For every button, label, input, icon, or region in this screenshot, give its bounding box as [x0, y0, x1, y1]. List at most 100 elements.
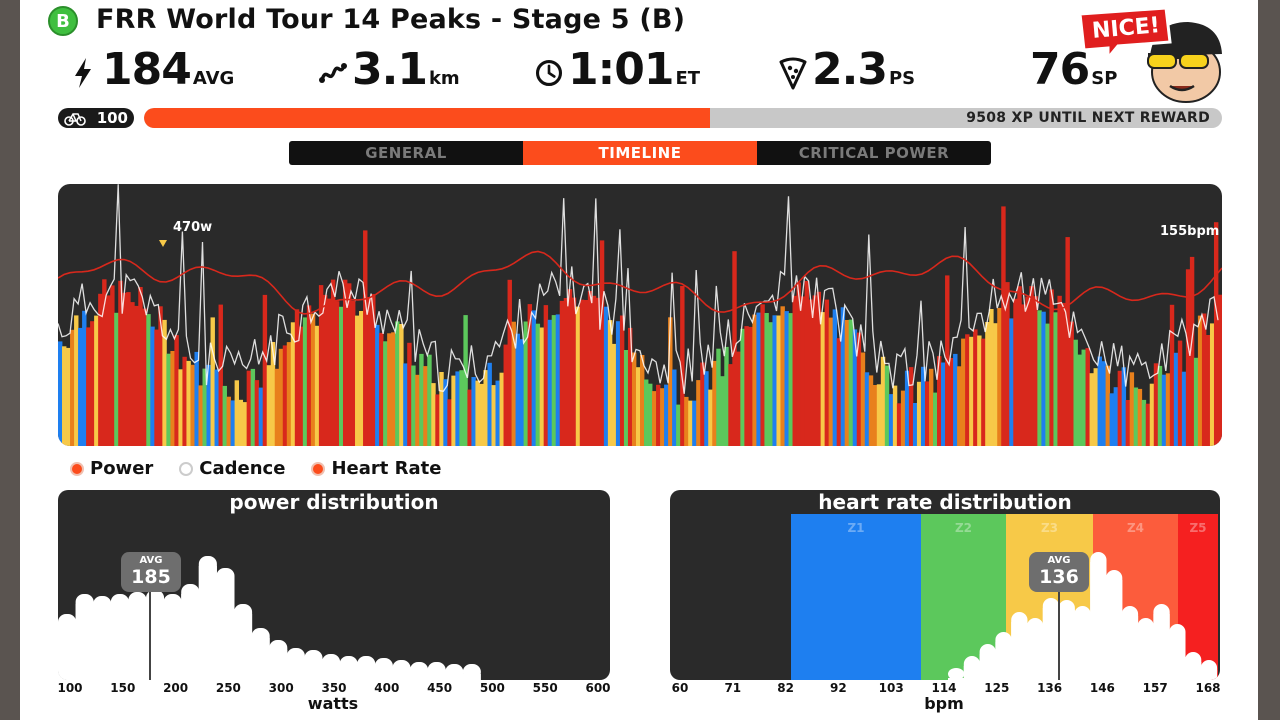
power-bar [748, 326, 753, 446]
power-bar [792, 295, 797, 446]
power-bar [1101, 361, 1106, 446]
pizza-value: 2.3 [812, 44, 888, 95]
sprint-points-unit: SP [1091, 68, 1118, 89]
power-bar [326, 298, 332, 446]
power-bar [1069, 321, 1074, 446]
power-bar [567, 289, 573, 446]
power-bar [619, 315, 625, 446]
power-bar [1189, 256, 1195, 446]
power-bar [1185, 269, 1191, 446]
power-histogram-bar-base [128, 602, 147, 680]
power-bar [226, 396, 231, 446]
power-bar [997, 307, 1002, 446]
power-bar [1089, 373, 1094, 446]
power-bar [1053, 312, 1058, 446]
power-histogram-bar-base [163, 604, 182, 680]
tab-general[interactable]: GENERAL [365, 144, 447, 162]
elapsed-time-stat: 1:01 ET [534, 48, 700, 98]
axis-tick-label: 125 [984, 681, 1010, 695]
avg-power-stat: 184 AVG [68, 48, 234, 98]
power-toggle-icon[interactable] [70, 461, 84, 476]
power-bar [387, 333, 392, 446]
power-bar [571, 297, 577, 446]
power-bar [1081, 349, 1086, 446]
power-bar [375, 324, 380, 446]
power-bar [635, 367, 641, 446]
axis-tick-label: 92 [830, 681, 847, 695]
power-bar [977, 335, 982, 446]
power-bar [94, 315, 99, 446]
heart-rate-line [58, 250, 1222, 315]
power-bar [840, 307, 846, 446]
power-bar [656, 384, 661, 446]
xp-progress-bar: 9508 XP UNTIL NEXT REWARD [144, 108, 1222, 128]
power-bar [234, 380, 240, 446]
power-bar [158, 306, 163, 446]
power-bar [463, 315, 468, 446]
hr-distribution-title: heart rate distribution [818, 490, 1072, 514]
power-bar [391, 332, 396, 446]
power-bar [170, 351, 175, 446]
power-bar [652, 391, 657, 446]
power-bar [640, 355, 645, 446]
timeline-plot [58, 184, 1222, 446]
tab-timeline[interactable]: TIMELINE [523, 141, 757, 165]
power-bar [864, 372, 870, 446]
axis-tick-label: 200 [163, 681, 189, 695]
power-bar [1029, 286, 1034, 446]
power-bar [218, 304, 223, 446]
power-bar [668, 317, 673, 446]
power-bar [615, 321, 621, 446]
power-bar [202, 368, 207, 446]
power-bar [90, 321, 95, 446]
power-bar [1153, 363, 1159, 446]
power-bar [483, 370, 488, 446]
power-bar [696, 380, 701, 446]
hr-avg-value: 136 [1039, 566, 1079, 588]
axis-tick-label: 168 [1195, 681, 1221, 695]
axis-tick-label: 450 [427, 681, 453, 695]
legend-heart-rate[interactable]: Heart Rate [311, 458, 441, 479]
heart-rate-toggle-icon[interactable] [311, 461, 326, 476]
hr-histogram-bar-base [948, 678, 965, 680]
power-bar [1105, 365, 1111, 446]
power-bar [1165, 373, 1171, 446]
axis-tick-label: 71 [724, 681, 742, 695]
axis-tick-label: 114 [931, 681, 957, 695]
hr-zone-label: Z3 [1041, 521, 1058, 535]
summary-tabs: GENERAL TIMELINE CRITICAL POWER [289, 141, 991, 165]
power-bar [603, 306, 609, 446]
power-bar [174, 335, 179, 446]
power-bar [1197, 315, 1203, 446]
power-bar [969, 336, 974, 446]
power-bar [928, 368, 934, 446]
power-bar [828, 317, 834, 446]
power-bar [595, 297, 601, 446]
power-bar [559, 300, 565, 446]
power-bar [431, 383, 436, 446]
power-bar [282, 345, 288, 446]
hr-zone-label: Z5 [1189, 521, 1206, 535]
legend-power[interactable]: Power [70, 458, 153, 479]
power-bar [383, 341, 388, 446]
elapsed-time-value: 1:01 [568, 44, 674, 95]
power-bar [1073, 339, 1078, 446]
power-bar [114, 312, 119, 446]
power-bar [583, 300, 589, 446]
legend-cadence[interactable]: Cadence [179, 458, 285, 479]
cadence-toggle-icon[interactable] [179, 461, 194, 476]
power-bar [772, 315, 777, 446]
timeline-chart[interactable]: 470w 155bpm [58, 184, 1222, 446]
power-bar [254, 380, 260, 446]
axis-tick-label: 136 [1037, 681, 1063, 695]
power-bar [631, 352, 637, 446]
power-bar [86, 327, 91, 446]
hr-distribution-plot: Z1 Z2 Z3 Z4 Z5 [791, 514, 1218, 680]
power-bar [62, 346, 67, 446]
legend-heart-rate-label: Heart Rate [331, 458, 442, 479]
lightning-icon [75, 58, 91, 88]
power-bar [318, 285, 324, 446]
power-bar [1033, 296, 1038, 446]
tab-critical-power[interactable]: CRITICAL POWER [798, 144, 950, 162]
power-bar [258, 387, 264, 446]
